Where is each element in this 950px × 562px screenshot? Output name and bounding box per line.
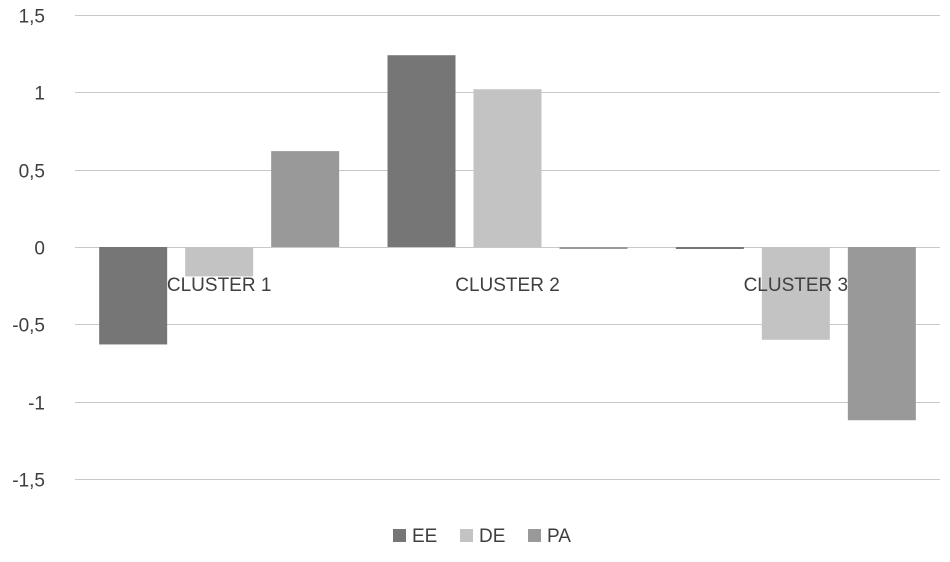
y-tick-label: 1	[34, 84, 45, 105]
y-axis-tick-labels: 1,5 1 0,5 0 -0,5 -1 -1,5	[12, 7, 45, 492]
y-tick-label: 0	[34, 239, 45, 260]
y-tick-label: -1	[28, 394, 45, 415]
category-label: CLUSTER 2	[455, 275, 560, 296]
bar-ee	[387, 55, 456, 247]
legend-label-pa: PA	[547, 526, 571, 547]
bars	[99, 55, 916, 421]
legend-label-ee: EE	[412, 526, 437, 547]
bar-pa	[559, 247, 628, 249]
legend-swatch-de	[460, 529, 473, 542]
bar-ee	[99, 247, 168, 345]
category-label: CLUSTER 3	[744, 275, 849, 296]
legend-swatch-pa	[528, 529, 541, 542]
bar-de	[473, 89, 542, 248]
bar-de	[761, 247, 830, 340]
bar-pa	[847, 247, 916, 421]
legend: EE DE PA	[393, 526, 571, 547]
bar-pa	[271, 151, 340, 247]
y-tick-label: 1,5	[19, 7, 45, 28]
legend-swatch-ee	[393, 529, 406, 542]
category-label: CLUSTER 1	[167, 275, 272, 296]
legend-label-de: DE	[479, 526, 505, 547]
y-tick-label: -0,5	[12, 316, 45, 337]
bar-ee	[675, 247, 744, 249]
y-tick-label: -1,5	[12, 471, 45, 492]
y-tick-label: 0,5	[19, 162, 45, 183]
bar-de	[185, 247, 254, 277]
category-labels: CLUSTER 1 CLUSTER 2 CLUSTER 3	[167, 275, 848, 296]
